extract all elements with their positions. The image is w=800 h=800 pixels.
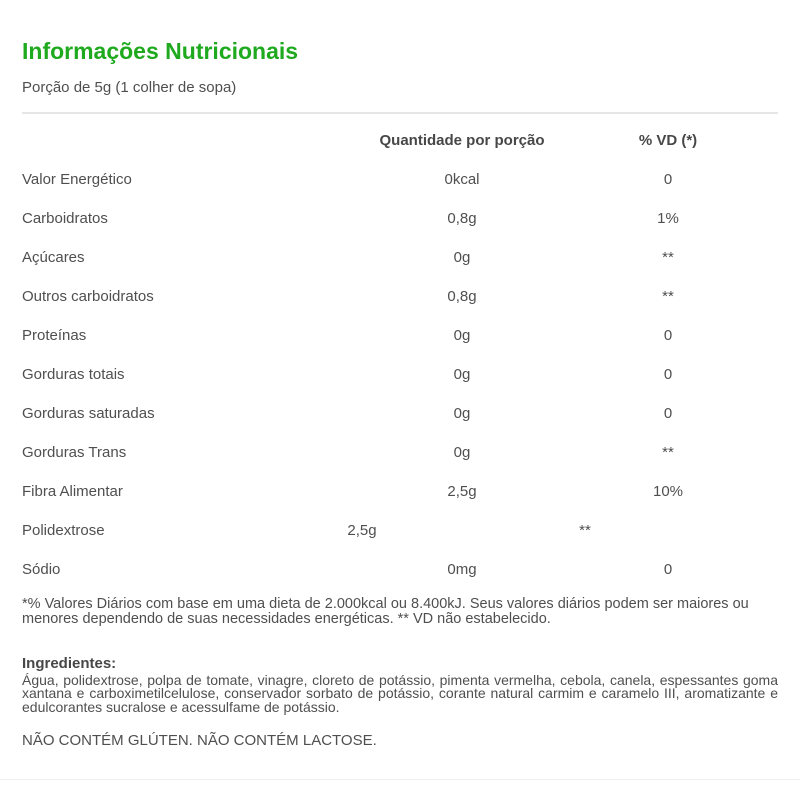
nutrient-dv: 0 xyxy=(663,366,673,383)
nutrient-dv: ** xyxy=(579,522,591,539)
table-row: Gorduras Trans 0g ** xyxy=(22,433,778,472)
top-divider xyxy=(22,112,778,114)
nutrient-quantity: 0g xyxy=(453,366,471,383)
nutrient-quantity: 0g xyxy=(453,327,471,344)
nutrient-quantity: 0kcal xyxy=(444,171,480,188)
page-title: Informações Nutricionais xyxy=(22,38,299,64)
nutrient-label: Gorduras saturadas xyxy=(22,405,155,422)
nutrient-quantity: 0mg xyxy=(447,561,477,578)
nutrient-label: Sódio xyxy=(22,561,61,578)
header-dv: % VD (*) xyxy=(638,132,698,149)
nutrient-dv: ** xyxy=(662,288,674,305)
nutrient-dv: 0 xyxy=(663,171,673,188)
table-row: Açúcares 0g ** xyxy=(22,238,778,277)
table-row: Valor Energético 0kcal 0 xyxy=(22,160,778,199)
nutrient-label: Carboidratos xyxy=(22,210,108,227)
nutrient-quantity: 0,8g xyxy=(447,288,477,305)
bottom-divider xyxy=(0,779,800,781)
nutrient-quantity: 0,8g xyxy=(447,210,477,227)
nutrient-quantity: 2,5g xyxy=(447,483,477,500)
nutrient-dv: 0 xyxy=(663,561,673,578)
nutrient-label: Outros carboidratos xyxy=(22,288,154,305)
daily-values-footnote: *% Valores Diários com base em uma dieta… xyxy=(22,596,749,627)
table-row: Outros carboidratos 0,8g ** xyxy=(22,277,778,316)
nutrient-dv: 1% xyxy=(657,210,679,227)
nutrient-quantity: 2,5g xyxy=(347,522,377,539)
nutrient-label: Proteínas xyxy=(22,327,87,344)
nutrient-dv: ** xyxy=(662,444,674,461)
table-row: Polidextrose 2,5g ** xyxy=(22,511,778,550)
nutrient-dv: 0 xyxy=(663,327,673,344)
serving-size: Porção de 5g (1 colher de sopa) xyxy=(22,79,237,96)
nutrient-label: Açúcares xyxy=(22,249,85,266)
nutrient-quantity: 0g xyxy=(453,444,471,461)
nutrient-label: Gorduras totais xyxy=(22,366,125,383)
nutrient-quantity: 0g xyxy=(453,405,471,422)
nutrition-table: Quantidade por porção % VD (*) Valor Ene… xyxy=(22,121,778,589)
table-row: Proteínas 0g 0 xyxy=(22,316,778,355)
nutrition-panel: Informações Nutricionais Porção de 5g (1… xyxy=(22,38,778,750)
table-row: Gorduras totais 0g 0 xyxy=(22,355,778,394)
allergen-claims: NÃO CONTÉM GLÚTEN. NÃO CONTÉM LACTOSE. xyxy=(22,732,377,750)
table-row: Sódio 0mg 0 xyxy=(22,550,778,589)
nutrient-label: Valor Energético xyxy=(22,171,132,188)
nutrient-quantity: 0g xyxy=(453,249,471,266)
table-header-row: Quantidade por porção % VD (*) xyxy=(22,121,778,160)
nutrient-dv: 0 xyxy=(663,405,673,422)
table-row: Fibra Alimentar 2,5g 10% xyxy=(22,472,778,511)
nutrient-dv: 10% xyxy=(652,483,684,500)
header-quantity: Quantidade por porção xyxy=(379,132,545,149)
table-row: Gorduras saturadas 0g 0 xyxy=(22,394,778,433)
table-row: Carboidratos 0,8g 1% xyxy=(22,199,778,238)
nutrient-dv: ** xyxy=(662,249,674,266)
nutrient-label: Gorduras Trans xyxy=(22,444,127,461)
ingredients-heading: Ingredientes: xyxy=(22,655,117,672)
nutrient-label: Fibra Alimentar xyxy=(22,483,123,500)
ingredients-list: Água, polidextrose, polpa de tomate, vin… xyxy=(22,672,778,715)
nutrient-label: Polidextrose xyxy=(22,522,105,539)
